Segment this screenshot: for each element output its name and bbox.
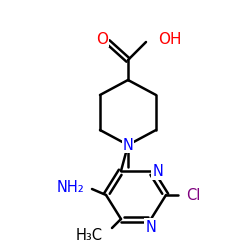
- Text: N: N: [152, 164, 164, 178]
- Text: Cl: Cl: [186, 188, 200, 202]
- Text: H₃C: H₃C: [76, 228, 103, 242]
- Text: N: N: [146, 220, 156, 234]
- Text: NH₂: NH₂: [56, 180, 84, 194]
- Text: OH: OH: [158, 32, 182, 46]
- Text: O: O: [96, 32, 108, 46]
- Text: N: N: [122, 138, 134, 152]
